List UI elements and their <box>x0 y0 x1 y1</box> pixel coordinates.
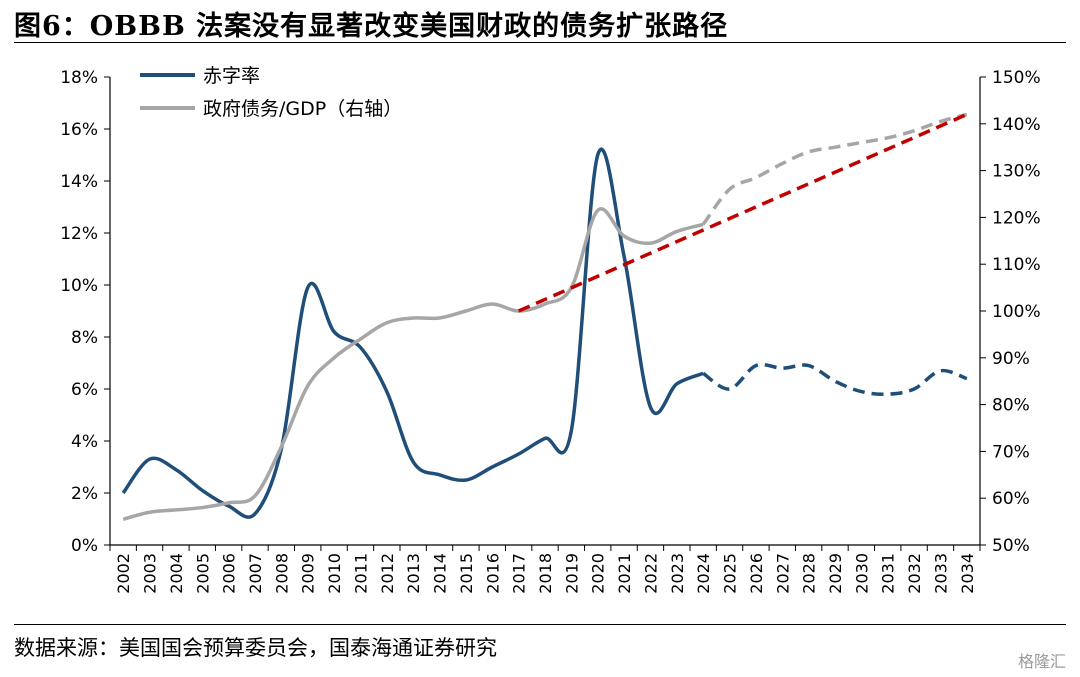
y-left-tick-label: 16% <box>60 120 98 140</box>
y-right-tick-label: 140% <box>992 115 1041 135</box>
x-tick-label: 2031 <box>879 553 898 594</box>
y-left-tick-label: 10% <box>60 276 98 296</box>
x-tick-label: 2033 <box>931 553 950 594</box>
x-tick-label: 2028 <box>800 553 819 594</box>
x-tick-label: 2023 <box>668 553 687 594</box>
source-rule <box>14 624 1066 625</box>
y-left-tick-label: 6% <box>71 380 98 400</box>
x-tick-label: 2009 <box>299 553 318 594</box>
x-tick-label: 2034 <box>958 553 977 594</box>
watermark-logo: 格隆汇 <box>1017 652 1066 671</box>
y-right-tick-label: 80% <box>992 396 1030 416</box>
legend-label: 赤字率 <box>203 65 260 87</box>
x-tick-label: 2030 <box>852 553 871 594</box>
deficit-rate-line-forecast <box>702 362 968 397</box>
y-right-tick-label: 50% <box>992 536 1030 556</box>
x-tick-label: 2021 <box>615 553 634 594</box>
x-tick-label: 2016 <box>483 553 502 594</box>
x-tick-label: 2004 <box>167 553 186 594</box>
x-tick-label: 2011 <box>351 553 370 594</box>
x-tick-label: 2015 <box>457 553 476 594</box>
x-tick-label: 2014 <box>431 553 450 594</box>
y-left-tick-label: 18% <box>60 68 98 88</box>
source-note: 数据来源：美国国会预算委员会，国泰海通证券研究 <box>14 636 497 660</box>
debt-gdp-line-forecast <box>701 112 968 226</box>
x-tick-label: 2003 <box>141 553 160 594</box>
x-tick-label: 2002 <box>114 553 133 594</box>
x-tick-label: 2018 <box>536 553 555 594</box>
y-right-tick-label: 60% <box>992 489 1030 509</box>
x-tick-label: 2012 <box>378 553 397 594</box>
deficit-rate-line-actual <box>121 147 704 519</box>
x-tick-label: 2019 <box>562 553 581 594</box>
x-tick-label: 2005 <box>193 553 212 594</box>
trend-line <box>517 112 968 313</box>
x-tick-label: 2022 <box>641 553 660 594</box>
y-right-tick-label: 70% <box>992 442 1030 462</box>
debt-gdp-line-actual <box>122 207 704 521</box>
y-right-tick-label: 90% <box>992 349 1030 369</box>
y-right-tick-label: 150% <box>992 68 1041 88</box>
y-left-tick-label: 12% <box>60 224 98 244</box>
y-left-tick-label: 4% <box>71 432 98 452</box>
legend-label: 政府债务/GDP（右轴） <box>203 98 402 120</box>
title-rule <box>14 42 1066 43</box>
y-right-tick-label: 100% <box>992 302 1041 322</box>
x-tick-label: 2020 <box>589 553 608 594</box>
x-tick-label: 2025 <box>721 553 740 594</box>
y-left-tick-label: 0% <box>71 536 98 556</box>
y-right-tick-label: 130% <box>992 162 1041 182</box>
y-right-tick-label: 120% <box>992 208 1041 228</box>
y-right-tick-label: 110% <box>992 255 1041 275</box>
x-tick-label: 2032 <box>905 553 924 594</box>
y-left-tick-label: 8% <box>71 328 98 348</box>
x-tick-label: 2027 <box>773 553 792 594</box>
x-tick-label: 2017 <box>510 553 529 594</box>
line-chart: 0% 2% 4% 6% 8% 10% 12% 14% 16% 18% 50% 60% 70% 80% 90%… <box>60 65 1041 594</box>
x-tick-label: 2006 <box>220 553 239 594</box>
chart-title: 图6：OBBB 法案没有显著改变美国财政的债务扩张路径 <box>14 11 729 42</box>
x-tick-label: 2007 <box>246 553 265 594</box>
x-tick-label: 2026 <box>747 553 766 594</box>
y-left-tick-label: 2% <box>71 484 98 504</box>
x-tick-label: 2010 <box>325 553 344 594</box>
x-tick-label: 2029 <box>826 553 845 594</box>
x-tick-label: 2008 <box>272 553 291 594</box>
x-tick-label: 2013 <box>404 553 423 594</box>
y-left-tick-label: 14% <box>60 172 98 192</box>
x-tick-label: 2024 <box>694 553 713 594</box>
